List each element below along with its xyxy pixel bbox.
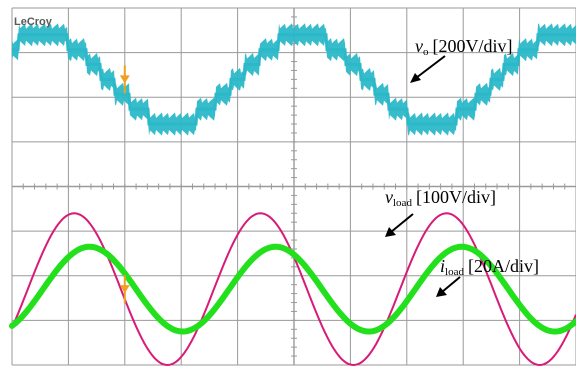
vload-symbol: v xyxy=(385,187,393,207)
vo-arrow xyxy=(415,55,446,79)
trigger-markers xyxy=(119,65,130,304)
vo-arrow-head xyxy=(410,73,421,83)
iload-arrow xyxy=(441,276,461,293)
iload-scale: [20A/div] xyxy=(468,256,539,276)
vo-trace xyxy=(12,33,576,126)
vload-scale: [100V/div] xyxy=(416,187,496,207)
trigger-marker-top-head xyxy=(119,75,130,84)
iload-label: iload [20A/div] xyxy=(440,256,539,278)
annotation-vo: vo [200V/div] xyxy=(410,36,513,83)
trigger-marker-bottom-head xyxy=(119,285,130,294)
annotation-vload: vload [100V/div] xyxy=(385,187,496,237)
vload-label: vload [100V/div] xyxy=(385,187,496,209)
vo-scale: [200V/div] xyxy=(433,36,513,56)
iload-subscript: load xyxy=(445,266,464,278)
iload-arrow-head xyxy=(436,287,447,297)
iload-trace xyxy=(9,243,576,335)
vo-subscript: o xyxy=(423,46,429,58)
traces xyxy=(9,23,576,367)
brand-logo: LeCroy xyxy=(14,16,53,28)
vload-subscript: load xyxy=(393,197,412,209)
vload-arrow-head xyxy=(385,227,396,237)
annotation-iload: iload [20A/div] xyxy=(436,256,539,297)
vo-label: vo [200V/div] xyxy=(415,36,513,58)
iload-symbol: i xyxy=(440,256,445,276)
vo-symbol: v xyxy=(415,36,423,56)
vload-arrow xyxy=(390,213,414,233)
